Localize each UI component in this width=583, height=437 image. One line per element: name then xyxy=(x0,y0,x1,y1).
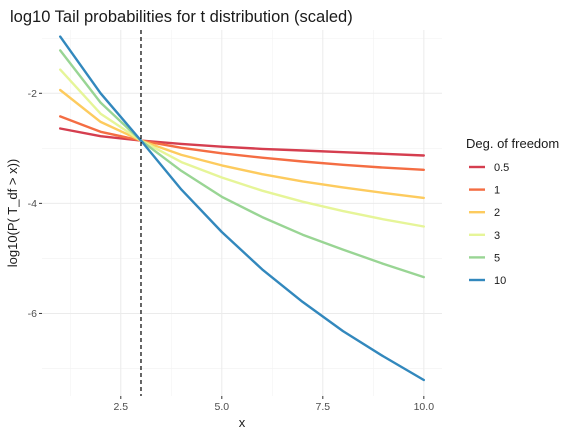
legend-label: 10 xyxy=(494,275,506,287)
series-line-df-5 xyxy=(59,49,425,279)
series-lines xyxy=(59,35,425,382)
x-tick-label: 7.5 xyxy=(316,401,331,413)
y-tick-label: -6 xyxy=(28,308,37,320)
series-line-df-10 xyxy=(59,35,425,382)
legend-title: Deg. of freedom xyxy=(466,136,559,151)
y-tick-labels: -2 -4 -6 xyxy=(28,88,37,320)
axis-ticks xyxy=(39,92,425,399)
x-tick-label: 2.5 xyxy=(113,401,128,413)
plot-panel xyxy=(42,30,442,396)
legend-label: 2 xyxy=(494,207,500,219)
y-tick-label: -2 xyxy=(28,88,37,100)
series-line-df-2 xyxy=(59,88,425,200)
series-line-df-3 xyxy=(59,68,425,228)
legend-label: 5 xyxy=(494,252,500,264)
legend-label: 1 xyxy=(494,185,500,197)
x-axis-title: x xyxy=(239,415,246,430)
legend-label: 0.5 xyxy=(494,162,509,174)
legend-label: 3 xyxy=(494,230,500,242)
y-axis-title: log10(P( T_df > x)) xyxy=(5,159,20,268)
chart-title: log10 Tail probabilities for t distribut… xyxy=(10,8,353,26)
x-tick-labels: 2.5 5.0 7.5 10.0 xyxy=(113,401,434,413)
x-tick-label: 10.0 xyxy=(414,401,435,413)
series-line-df-0-5 xyxy=(59,127,425,157)
legend: Deg. of freedom 0.5 1 2 3 5 10 xyxy=(466,136,559,287)
x-tick-label: 5.0 xyxy=(214,401,229,413)
series-line-df-1 xyxy=(59,115,425,172)
y-tick-label: -4 xyxy=(28,198,37,210)
